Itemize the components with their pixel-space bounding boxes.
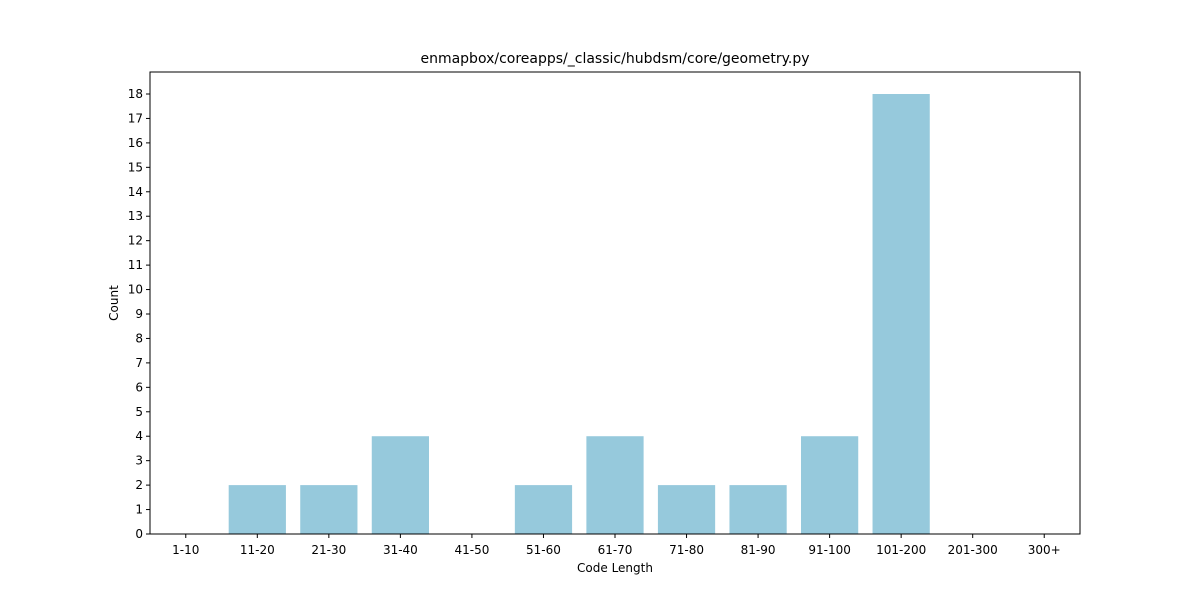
bar-21-30 (300, 485, 358, 534)
y-tick-label: 17 (128, 111, 143, 125)
y-tick-label: 4 (135, 429, 143, 443)
x-tick-label: 300+ (1028, 543, 1061, 557)
x-tick-label: 91-100 (808, 543, 851, 557)
chart-title: enmapbox/coreapps/_classic/hubdsm/core/g… (420, 51, 809, 67)
x-tick-label: 71-80 (669, 543, 704, 557)
y-tick-label: 5 (135, 405, 143, 419)
x-tick-label: 201-300 (948, 543, 998, 557)
bar-11-20 (228, 485, 286, 534)
bar-101-200 (872, 94, 930, 534)
x-axis-label: Code Length (577, 561, 653, 575)
y-tick-label: 16 (128, 136, 143, 150)
y-tick-label: 10 (128, 283, 143, 297)
y-tick-label: 8 (135, 331, 143, 345)
bar-81-90 (729, 485, 787, 534)
x-tick-label: 51-60 (526, 543, 561, 557)
y-tick-label: 13 (128, 209, 143, 223)
x-tick-label: 61-70 (598, 543, 633, 557)
bar-61-70 (586, 436, 644, 534)
y-tick-label: 11 (128, 258, 143, 272)
y-tick-label: 6 (135, 380, 143, 394)
y-tick-label: 1 (135, 503, 143, 517)
x-tick-label: 81-90 (741, 543, 776, 557)
y-tick-label: 14 (128, 185, 143, 199)
bar-91-100 (801, 436, 859, 534)
bar-71-80 (657, 485, 716, 534)
y-tick-label: 2 (135, 478, 143, 492)
y-tick-label: 0 (135, 527, 143, 541)
y-tick-label: 12 (128, 234, 143, 248)
bar-51-60 (514, 485, 573, 534)
bar-31-40 (371, 436, 429, 534)
y-tick-label: 9 (135, 307, 143, 321)
x-tick-label: 41-50 (454, 543, 489, 557)
y-axis-label: Count (107, 285, 121, 321)
x-tick-label: 11-20 (240, 543, 275, 557)
x-tick-label: 31-40 (383, 543, 418, 557)
y-tick-label: 15 (128, 160, 143, 174)
y-tick-label: 7 (135, 356, 143, 370)
x-tick-label: 101-200 (876, 543, 926, 557)
x-tick-label: 21-30 (311, 543, 346, 557)
y-tick-label: 18 (128, 87, 143, 101)
x-tick-label: 1-10 (172, 543, 199, 557)
y-tick-label: 3 (135, 454, 143, 468)
